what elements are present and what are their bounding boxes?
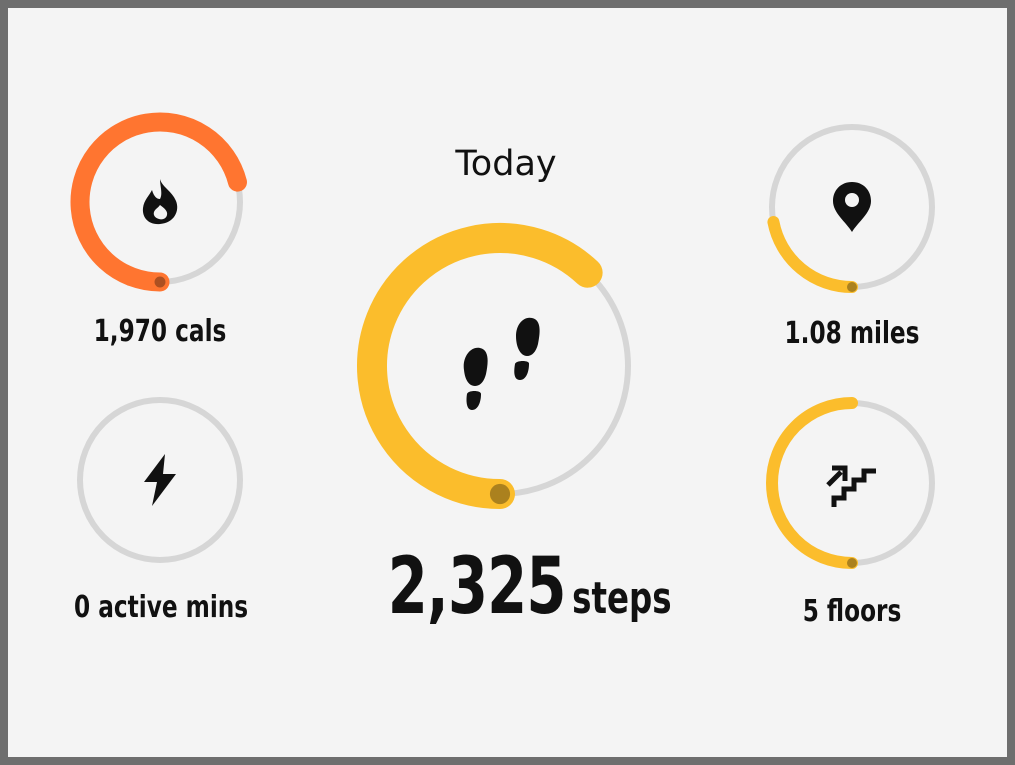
steps-ring[interactable] (357, 223, 631, 509)
ring-start-dot (847, 558, 857, 568)
ring-graphic (357, 223, 631, 509)
active-minutes-label: 0 active mins (74, 590, 249, 625)
ring-graphic (70, 112, 247, 292)
distance-label: 1.08 miles (784, 316, 920, 351)
page-title: Today (455, 144, 557, 184)
footprints-icon (450, 316, 550, 416)
steps-unit: steps (572, 573, 672, 624)
ring-start-dot (847, 282, 857, 292)
calories-ring[interactable] (70, 112, 247, 292)
ring-graphic (77, 397, 243, 563)
stairs-icon (822, 453, 882, 513)
ring-progress-arc (766, 397, 858, 569)
ring-graphic (767, 124, 935, 293)
steps-summary: 2,325 steps (387, 542, 672, 632)
floors-label: 5 floors (802, 594, 902, 629)
distance-ring[interactable] (767, 124, 935, 293)
ring-start-dot (154, 276, 166, 288)
ring-progress-arc (70, 112, 247, 292)
calories-label: 1,970 cals (93, 314, 227, 349)
steps-count: 2,325 (387, 542, 567, 632)
ring-progress-arc (357, 223, 603, 509)
today-dashboard: Today 1,970 cals 0 active mins (8, 8, 1007, 757)
ring-track (77, 397, 243, 563)
ring-progress-arc (767, 215, 858, 293)
location-pin-icon (822, 177, 882, 237)
flame-icon (130, 172, 190, 232)
active-minutes-ring[interactable] (77, 397, 243, 563)
ring-graphic (766, 397, 935, 569)
floors-ring[interactable] (766, 397, 935, 569)
lightning-icon (130, 450, 190, 510)
ring-start-dot (489, 483, 511, 505)
